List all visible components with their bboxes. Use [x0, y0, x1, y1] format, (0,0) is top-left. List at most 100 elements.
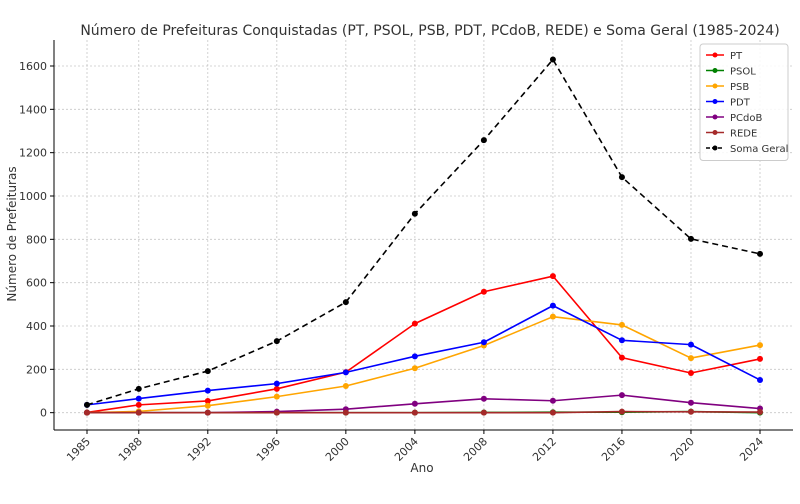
data-point-soma-geral: [204, 368, 211, 375]
y-tick-label: 400: [26, 320, 47, 333]
series-line-psb: [86, 315, 761, 414]
legend-label: REDE: [730, 129, 757, 140]
data-point-pdt: [135, 395, 142, 402]
legend-item-pcdob: PCdoB: [706, 113, 762, 124]
legend-swatch-marker: [712, 68, 718, 73]
data-point-psb: [618, 321, 625, 328]
data-point-pdt: [757, 376, 763, 383]
y-axis-label: Número de Prefeituras: [5, 166, 19, 301]
legend-item-soma-geral: Soma Geral: [706, 144, 788, 155]
y-tick-label: 600: [26, 277, 47, 290]
data-point-soma-geral: [687, 235, 694, 242]
legend: PT PSOL PSB PDT PCdoB REDE Soma Geral: [699, 43, 789, 161]
x-tick-label: 2004: [392, 435, 421, 464]
legend-item-psol: PSOL: [706, 67, 756, 78]
data-point-rede: [342, 409, 349, 416]
data-point-rede: [135, 409, 142, 416]
data-point-pdt: [480, 339, 487, 346]
legend-swatch-marker: [712, 99, 718, 104]
x-tick-label: 2008: [461, 435, 490, 464]
data-point-soma-geral: [618, 174, 625, 181]
legend-item-pdt: PDT: [706, 98, 751, 109]
data-point-rede: [549, 409, 556, 416]
data-point-pcdob: [549, 397, 556, 404]
data-point-pt: [618, 354, 625, 361]
legend-swatch-marker: [712, 83, 718, 89]
legend-label: PCdoB: [730, 113, 762, 124]
legend-label: Soma Geral: [730, 144, 788, 155]
data-point-pt: [480, 288, 487, 295]
legend-label: PT: [730, 51, 743, 62]
series-line-pcdob: [87, 394, 761, 414]
y-tick-label: 0: [40, 407, 47, 420]
data-point-soma-geral: [757, 250, 763, 257]
series-psb: [84, 313, 763, 416]
data-point-pcdob: [411, 400, 418, 407]
data-point-rede: [618, 408, 625, 415]
x-axis-label: Ano: [410, 461, 433, 475]
data-point-psb: [204, 402, 211, 409]
data-point-pt: [411, 320, 418, 327]
data-point-soma-geral: [411, 210, 418, 217]
data-point-pdt: [687, 341, 694, 348]
series-pdt: [84, 302, 763, 408]
data-point-rede: [204, 409, 211, 416]
legend-label: PDT: [730, 98, 751, 109]
data-point-pt: [549, 273, 556, 280]
x-tick-label: 2024: [737, 435, 766, 464]
y-tick-label: 1600: [19, 60, 47, 73]
grid-layer: [54, 40, 793, 430]
data-point-soma-geral: [84, 401, 90, 408]
data-point-soma-geral: [273, 338, 280, 345]
data-point-soma-geral: [480, 137, 487, 144]
legend-box: [699, 43, 789, 161]
data-point-psb: [411, 365, 418, 372]
x-tick-label: 1996: [254, 435, 283, 464]
data-point-pdt: [618, 337, 625, 344]
data-point-pdt: [204, 387, 211, 394]
data-point-soma-geral: [549, 56, 556, 63]
x-tick-label: 2012: [530, 435, 559, 464]
series-layer: [84, 56, 763, 416]
series-line-pt: [86, 275, 761, 414]
series-soma-geral: [84, 56, 763, 408]
legend-swatch-marker: [712, 130, 718, 135]
x-tick-label: 1985: [64, 435, 93, 464]
data-point-pt: [273, 385, 280, 392]
legend-swatch-marker: [712, 114, 718, 120]
legend-label: PSB: [730, 82, 749, 93]
legend-label: PSOL: [730, 67, 756, 78]
legend-item-psb: PSB: [706, 82, 749, 93]
x-tick-label: 1992: [185, 435, 214, 464]
y-tick-label: 200: [26, 363, 47, 376]
data-point-soma-geral: [135, 385, 142, 392]
y-tick-label: 1200: [19, 147, 47, 160]
axis-layer: 0 200 400 600 800 1000 1200 1400 1600 1985 1988 199…: [19, 40, 793, 464]
data-point-pcdob: [480, 395, 487, 402]
y-tick-label: 1400: [19, 103, 47, 116]
data-point-pcdob: [687, 399, 694, 406]
data-point-rede: [687, 408, 694, 415]
data-point-pdt: [273, 380, 280, 387]
data-point-rede: [411, 409, 418, 416]
legend-item-rede: REDE: [706, 129, 757, 140]
chart-title: Número de Prefeituras Conquistadas (PT, …: [80, 23, 779, 39]
legend-swatch-marker: [712, 52, 718, 58]
x-tick-label: 2016: [599, 435, 628, 464]
data-point-pt: [204, 397, 211, 404]
legend-item-pt: PT: [706, 51, 743, 62]
data-point-pcdob: [618, 392, 625, 399]
y-tick-label: 1000: [19, 190, 47, 203]
data-point-psb: [342, 383, 349, 390]
data-point-pdt: [549, 302, 556, 309]
data-point-rede: [480, 409, 487, 416]
data-point-psb: [549, 313, 556, 320]
x-tick-label: 1988: [116, 435, 145, 464]
data-point-rede: [84, 409, 90, 416]
series-rede: [84, 408, 763, 416]
x-tick-label: 2020: [668, 435, 697, 464]
series-line-soma-geral: [86, 58, 761, 406]
data-point-pt: [687, 370, 694, 377]
